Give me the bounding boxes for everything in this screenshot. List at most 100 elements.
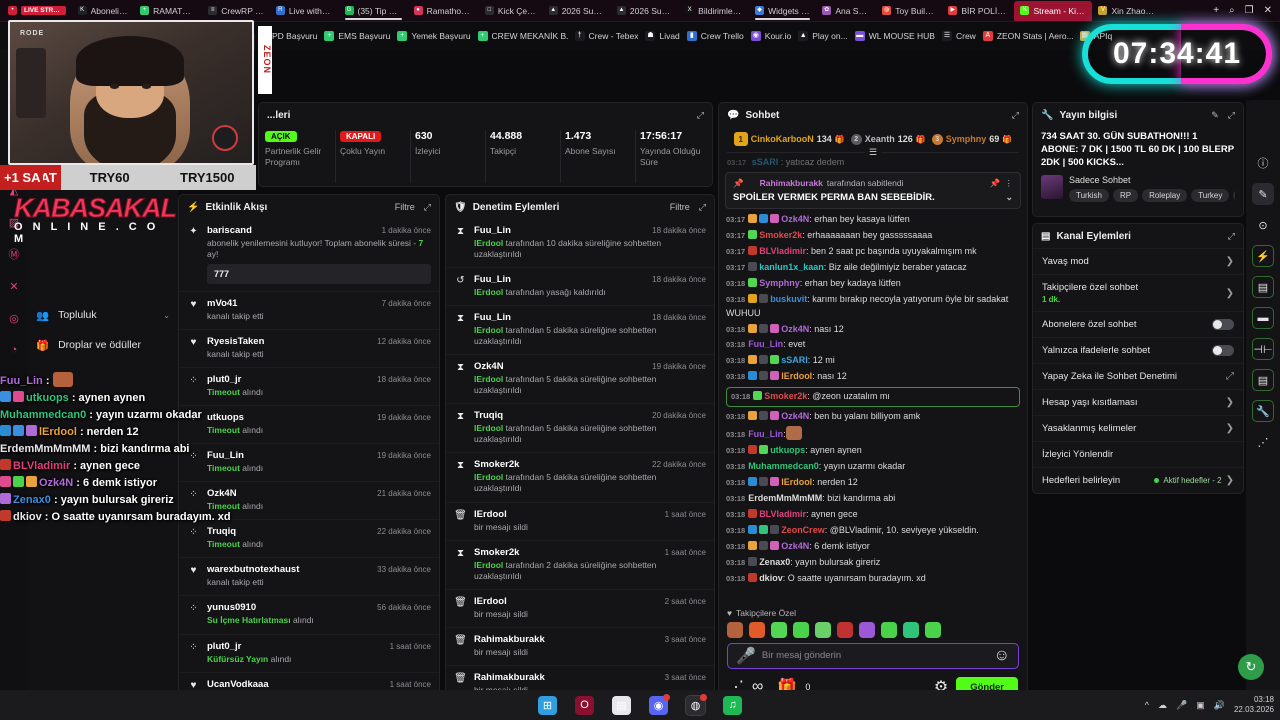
emote-button[interactable]	[793, 621, 809, 638]
cloud-icon[interactable]: ☁	[1158, 699, 1167, 710]
rail-icon-4[interactable]: ✕	[9, 280, 19, 293]
feed-username[interactable]: Fuu_Lin	[474, 274, 511, 286]
chat-message[interactable]: 03:18 Fuu_Lin: evet	[726, 337, 1020, 353]
chat-message[interactable]: 03:18 Symphny: erhan bey kadaya lütfen	[726, 276, 1020, 292]
feed-username[interactable]: RyesisTaken	[207, 336, 265, 348]
feed-username[interactable]: Fuu_Lin	[474, 225, 511, 236]
browser-tab[interactable]: KAbonelikler	[72, 1, 135, 21]
chat-message[interactable]: 03:17 BLVladimir: ben 2 saat pc başında u…	[726, 244, 1020, 260]
feed-username[interactable]: Truqiq	[474, 410, 504, 422]
browser-tab[interactable]: ▶BİR POLİS Dİ	[942, 1, 1014, 21]
feed-row[interactable]: ⧗ Smoker2k 1 saat önce lErdool tarafından 2…	[446, 541, 714, 590]
emote-button[interactable]	[727, 621, 743, 638]
chat-message[interactable]: 03:17 kanlun1x_kaan: Biz aile değilmiyiz …	[726, 260, 1020, 276]
collapse-handle-icon[interactable]: ☰	[864, 147, 882, 158]
toggle-switch[interactable]	[1212, 345, 1234, 357]
bookmark-item[interactable]: ☰ Crew	[941, 31, 976, 41]
channel-action-row[interactable]: İzleyici Yönlendir	[1033, 441, 1243, 467]
message-username[interactable]: Fuu_Lin	[748, 429, 784, 440]
feed-row[interactable]: ⁘ plut0_jr 1 saat önce Küfürsüz Yayın alınd…	[179, 635, 439, 673]
feed-username[interactable]: yunus0910	[207, 602, 257, 614]
top-gifter[interactable]: 2 Xeanth 126 🎁	[850, 133, 926, 145]
microphone-icon[interactable]: 🎤	[1176, 699, 1188, 710]
message-username[interactable]: Smoker2k	[759, 229, 803, 240]
browser-tab[interactable]: G(35) Tip Goal	[339, 1, 408, 21]
message-username[interactable]: BLVladimir	[759, 245, 807, 256]
windows-icon[interactable]: ⊞	[538, 695, 557, 715]
toggle-switch[interactable]	[1212, 319, 1234, 331]
chat-message[interactable]: 03:18 utkuops: aynen aynen	[726, 443, 1020, 459]
split-icon[interactable]: ⊣⊢	[1252, 338, 1274, 360]
opera-icon[interactable]: O	[575, 695, 594, 715]
external-link-icon[interactable]: ⤢	[1226, 371, 1234, 383]
moderation-filter-button[interactable]: Filtre	[669, 202, 690, 212]
stream-tag[interactable]: Turkey	[1191, 189, 1230, 203]
message-username[interactable]: dkiov	[759, 572, 783, 583]
message-username[interactable]: Zenax0	[759, 556, 791, 567]
rail-icon-6[interactable]: ◔	[10, 344, 18, 356]
pin-icon[interactable]: 📌	[989, 177, 1001, 188]
browser-tab[interactable]: ✿Ana Sayfa	[816, 1, 876, 21]
feed-username[interactable]: utkuops	[207, 412, 244, 424]
rail-icon-1[interactable]: ◭	[9, 184, 19, 197]
expand-icon[interactable]: ⤢	[696, 109, 704, 120]
feed-username[interactable]: Fuu_Lin	[207, 450, 244, 462]
feed-username[interactable]: mVo41	[207, 298, 238, 310]
tray-overflow-icon[interactable]: ^	[1144, 700, 1149, 710]
chat-message[interactable]: 03:18 Zenax0: yayın bulursak gireriz	[726, 555, 1020, 571]
feed-row[interactable]: 🗑 lErdool 1 saat önce bir mesajı sildi	[446, 503, 714, 541]
message-username[interactable]: kanlun1x_kaan	[759, 261, 824, 272]
browser-tab[interactable]: ●Ramathon Ze	[408, 1, 479, 21]
feed-username[interactable]: Fuu_Lin	[474, 312, 511, 324]
message-username[interactable]: BLVladimir	[759, 508, 807, 519]
layout-icon[interactable]: ▤	[1252, 369, 1274, 391]
chevron-right-icon[interactable]: ❯	[1225, 423, 1234, 435]
feed-row[interactable]: ⁘ Fuu_Lin 19 dakika önce Timeout alındı	[179, 444, 439, 483]
chevron-right-icon[interactable]: ❯	[1225, 475, 1234, 487]
feed-row[interactable]: ⧗ Ozk4N 19 dakika önce lErdool tarafından 5…	[446, 355, 714, 405]
microphone-icon[interactable]: 🎤	[736, 647, 756, 665]
chevron-right-icon[interactable]: ❯	[1225, 256, 1234, 268]
stream-tag[interactable]: Roleplay	[1142, 189, 1188, 203]
channel-action-row[interactable]: Yalnızca ifadelerle sohbet	[1033, 337, 1243, 363]
feed-row[interactable]: ⁘ plut0_jr 18 dakika önce Timeout alındı	[179, 368, 439, 407]
bookmark-item[interactable]: ▬ WL MOUSE HUB	[854, 31, 935, 41]
pencil-icon[interactable]: ✎	[1252, 183, 1274, 205]
top-gifter[interactable]: 1 CinkoKarbooN 134 🎁	[733, 132, 845, 146]
pinned-author[interactable]: Rahimakburakk	[759, 178, 823, 189]
message-username[interactable]: Ozk4N	[781, 213, 810, 224]
browser-tab[interactable]: ▲2026 Subath	[611, 1, 679, 21]
chat-message[interactable]: 03:18 Ozk4N: 6 demk istiyor	[726, 539, 1020, 555]
category-name[interactable]: Sadece Sohbet	[1069, 175, 1131, 186]
bookmark-item[interactable]: + EMS Başvuru	[324, 31, 390, 41]
feed-username[interactable]: plut0_jr	[207, 640, 242, 652]
top-gifter[interactable]: 3 Symphny 69 🎁	[931, 133, 1012, 145]
stream-tag[interactable]: Turkish	[1069, 189, 1109, 203]
channel-action-row[interactable]: Yapay Zeka ile Sohbet Denetimi ⤢	[1033, 363, 1243, 389]
chevron-right-icon[interactable]: ❯	[1225, 287, 1234, 299]
wrench-icon[interactable]: 🔧	[1252, 400, 1274, 422]
message-username[interactable]: Ozk4N	[781, 323, 810, 334]
search-icon[interactable]: ⌕	[1229, 5, 1235, 16]
browser-tab[interactable]: +RAMATHON	[134, 1, 202, 21]
expand-icon[interactable]: ⤢	[1227, 230, 1235, 241]
message-username[interactable]: sSARI	[781, 355, 808, 366]
browser-tab[interactable]: • LIVE STREAM	[2, 1, 72, 21]
rail-icon-5[interactable]: ◎	[9, 312, 19, 325]
message-username[interactable]: lErdool	[781, 371, 813, 382]
emote-button[interactable]	[925, 621, 941, 638]
feed-row[interactable]: ⁘ utkuops 19 dakika önce Timeout alındı	[179, 406, 439, 445]
gifter-name[interactable]: CinkoKarbooN	[750, 134, 814, 144]
chat-input[interactable]: Bir mesaj gönderin	[761, 650, 842, 662]
close-window-icon[interactable]: ✕	[1263, 5, 1272, 16]
chevron-down-icon[interactable]: ⌄	[1005, 191, 1013, 202]
message-username[interactable]: Ozk4N	[781, 540, 810, 551]
pencil-icon[interactable]: ✎	[1211, 109, 1219, 120]
chat-message[interactable]: 03:18 lErdool: nası 12	[726, 369, 1020, 385]
chat-message[interactable]: 03:18 Smoker2k: @zeon uzatalım mı	[726, 387, 1020, 408]
browser-tab[interactable]: ≡CrewRP Car	[202, 1, 270, 21]
sidebar-item-topluluk[interactable]: 👥 Topluluk ⌄	[28, 300, 178, 330]
emote-button[interactable]	[881, 621, 897, 638]
